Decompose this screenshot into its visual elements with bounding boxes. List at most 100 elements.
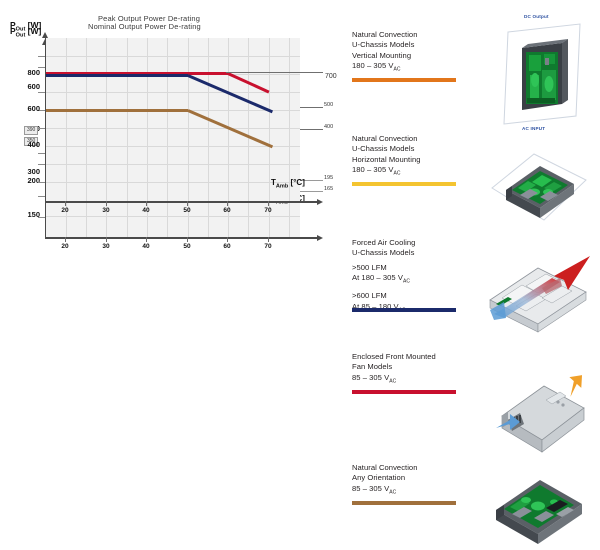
chart-nominal-y-arrow <box>41 39 48 45</box>
legend-swatch-brown <box>352 501 456 505</box>
chart-nominal-xtick-50: 50 <box>183 243 191 250</box>
legend-lfm-2-value: At 85 – 180 V <box>352 301 399 311</box>
xlabel-amb: Amb <box>275 183 289 190</box>
chart-peak-xtick-50: 50 <box>183 207 191 214</box>
chart-peak-title: Peak Output Power De-rating <box>98 14 201 23</box>
chart-peak-xtick-30: 30 <box>102 207 110 214</box>
chart-nominal-ytick-600: 600 <box>27 82 40 91</box>
chart-peak-xtick-40: 40 <box>142 207 150 214</box>
legend-voltage-value: 180 – 305 V <box>352 165 394 175</box>
product-label-dc-output: DC Output <box>524 14 549 19</box>
legend-line: Natural Convection <box>352 134 418 143</box>
legend-lfm-1-voltage: At 180 – 305 VAC <box>352 273 474 287</box>
chart-nominal-callout-390: 390 <box>24 126 39 135</box>
chart-nominal-annot-500: 500 <box>324 102 334 108</box>
chart-nominal-title: Nominal Output Power De-rating <box>88 22 201 31</box>
series-natural-any-peak <box>46 109 188 112</box>
legend-swatch-red <box>352 390 456 394</box>
legend-lfm-2: >600 LFM <box>352 291 387 301</box>
chart-peak-ytick-400: 400 <box>27 140 40 149</box>
legend-voltage-sub: AC <box>393 170 401 177</box>
legend-lfm-1-value: At 180 – 305 V <box>352 273 403 283</box>
legend-voltage-sub: AC <box>393 66 401 73</box>
legend-voltage-value: 85 – 305 V <box>352 372 390 382</box>
legend-swatch-yellow <box>352 182 456 186</box>
legend-voltage-sub: AC <box>389 489 397 496</box>
legend-line: Any Orientation <box>352 473 406 483</box>
product-image-natural-any-orientation <box>482 462 598 544</box>
legend-voltage-sub: AC <box>389 378 397 385</box>
legend-swatch-navy <box>352 308 456 312</box>
xlabel-amb: Amb <box>275 199 289 206</box>
product-image-horizontal-u-chassis <box>482 140 596 232</box>
legend-voltage-value: 85 – 305 V <box>352 483 390 493</box>
legend-voltage: 85 – 305 VAC <box>352 373 474 387</box>
chart-peak-plot <box>45 38 300 201</box>
legend-voltage: 85 – 305 VAC <box>352 484 474 498</box>
chart-nominal-annot-165: 165 <box>324 186 334 192</box>
chart-nominal-annot-400: 400 <box>324 124 334 130</box>
chart-nominal-xtick-70: 70 <box>264 243 272 250</box>
chart-nominal-xtick-30: 30 <box>102 243 110 250</box>
legend-line: Horizontal Mounting <box>352 154 421 164</box>
legend-voltage: 180 – 305 VAC <box>352 165 474 179</box>
chart-peak-x-axis <box>45 201 317 203</box>
series-forced-air-peak-slope <box>187 74 274 113</box>
legend-natural-vertical: Natural Convection U-Chassis Models Vert… <box>352 30 474 82</box>
chart-peak-xlabel: TAmb [°C] <box>271 178 305 190</box>
ylabel-out: Out <box>15 26 26 33</box>
legend-lfm-1-sub: AC <box>402 278 410 285</box>
chart-nominal-annot-195: 195 <box>324 175 334 181</box>
ylabel-unit: [W] <box>25 20 42 30</box>
ylabel-out: Out <box>15 32 26 39</box>
product-image-vertical-u-chassis: DC Output AC INPUT <box>488 14 596 131</box>
xlabel-unit: [°C] <box>288 178 305 187</box>
chart-nominal-ylabel: POut [W] <box>10 26 41 39</box>
series-enclosed-fan-peak <box>46 72 228 75</box>
legend-natural-horizontal: Natural Convection U-Chassis Models Hori… <box>352 134 474 186</box>
chart-peak-ytick-600: 600 <box>27 104 40 113</box>
chart-peak-y-arrow <box>41 32 48 38</box>
chart-peak-xtick-60: 60 <box>223 207 231 214</box>
chart-peak-ytick-800: 800 <box>27 68 40 77</box>
chart-nominal-xtick-60: 60 <box>223 243 231 250</box>
ylabel-unit: [W] <box>25 26 42 36</box>
product-image-enclosed-fan <box>484 362 596 456</box>
legend-voltage: 180 – 305 VAC <box>352 61 474 75</box>
chart-peak-xtick-20: 20 <box>61 207 69 214</box>
legend-line: Enclosed Front Mounted <box>352 352 436 361</box>
chart-peak-x-arrow <box>317 198 323 205</box>
chart-peak-annot-700: 700 <box>325 73 337 80</box>
chart-nominal-xtick-20: 20 <box>61 243 69 250</box>
legend-forced-air: Forced Air Cooling U-Chassis Models >500… <box>352 238 474 315</box>
chart-nominal-xtick-40: 40 <box>142 243 150 250</box>
chart-nominal-callout-350: 350 <box>24 137 39 146</box>
legend-line: U-Chassis Models <box>352 40 415 50</box>
legend-line: Vertical Mounting <box>352 50 412 60</box>
series-forced-air-peak <box>46 74 188 77</box>
legend-swatch-orange <box>352 78 456 82</box>
chart-nominal-ytick-300: 300 <box>27 167 40 176</box>
chart-nominal-x-arrow <box>317 234 323 241</box>
ylabel-p: P <box>10 20 16 30</box>
ylabel-p: P <box>10 26 16 36</box>
chart-peak: Peak Output Power De-rating POut [W] <box>0 0 340 245</box>
legend-natural-any: Natural Convection Any Orientation 85 – … <box>352 463 474 505</box>
chart-nominal-ytick-150: 150 <box>27 210 40 219</box>
product-label-ac-input: AC INPUT <box>522 126 546 131</box>
xlabel-t: T <box>271 178 276 187</box>
legend-line: Fan Models <box>352 362 393 372</box>
chart-peak-ylabel: POut [W] <box>10 20 41 33</box>
chart-peak-xtick-70: 70 <box>264 207 272 214</box>
chart-peak-ytick-200: 200 <box>27 176 40 185</box>
legend-lfm-1: >500 LFM <box>352 262 387 272</box>
legend-enclosed-fan: Enclosed Front Mounted Fan Models 85 – 3… <box>352 352 474 394</box>
legend-line: U-Chassis Models <box>352 144 415 154</box>
legend-line: U-Chassis Models <box>352 248 415 258</box>
legend-line: Natural Convection <box>352 30 418 39</box>
chart-nominal-x-axis <box>45 237 317 239</box>
product-image-forced-air-cooling <box>482 248 598 334</box>
legend-line: Forced Air Cooling <box>352 238 416 247</box>
legend-voltage-value: 180 – 305 V <box>352 61 394 71</box>
